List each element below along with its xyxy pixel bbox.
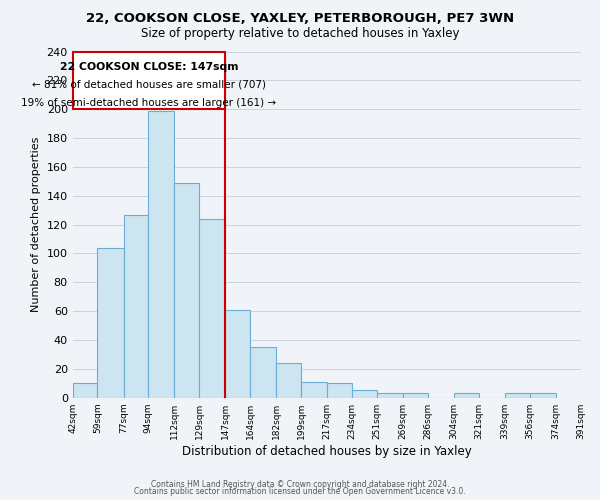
Bar [148,110,175,398]
FancyBboxPatch shape [73,52,226,109]
Text: 22, COOKSON CLOSE, YAXLEY, PETERBOROUGH, PE7 3WN: 22, COOKSON CLOSE, YAXLEY, PETERBOROUGH,… [86,12,514,26]
Bar [97,248,124,398]
Bar [454,394,479,398]
Bar [352,390,377,398]
Bar [277,363,301,398]
Bar [226,310,250,398]
Bar [250,347,277,398]
Text: ← 81% of detached houses are smaller (707): ← 81% of detached houses are smaller (70… [32,80,266,90]
X-axis label: Distribution of detached houses by size in Yaxley: Distribution of detached houses by size … [182,444,472,458]
Bar [124,214,148,398]
Text: Size of property relative to detached houses in Yaxley: Size of property relative to detached ho… [141,26,459,40]
Y-axis label: Number of detached properties: Number of detached properties [31,137,41,312]
Text: 19% of semi-detached houses are larger (161) →: 19% of semi-detached houses are larger (… [22,98,277,108]
Bar [73,384,97,398]
Bar [377,394,403,398]
Bar [505,394,530,398]
Bar [327,384,352,398]
Text: Contains public sector information licensed under the Open Government Licence v3: Contains public sector information licen… [134,487,466,496]
Text: Contains HM Land Registry data © Crown copyright and database right 2024.: Contains HM Land Registry data © Crown c… [151,480,449,489]
Bar [403,394,428,398]
Bar [301,382,327,398]
Text: 22 COOKSON CLOSE: 147sqm: 22 COOKSON CLOSE: 147sqm [60,62,238,72]
Bar [175,183,199,398]
Bar [530,394,556,398]
Bar [199,219,226,398]
